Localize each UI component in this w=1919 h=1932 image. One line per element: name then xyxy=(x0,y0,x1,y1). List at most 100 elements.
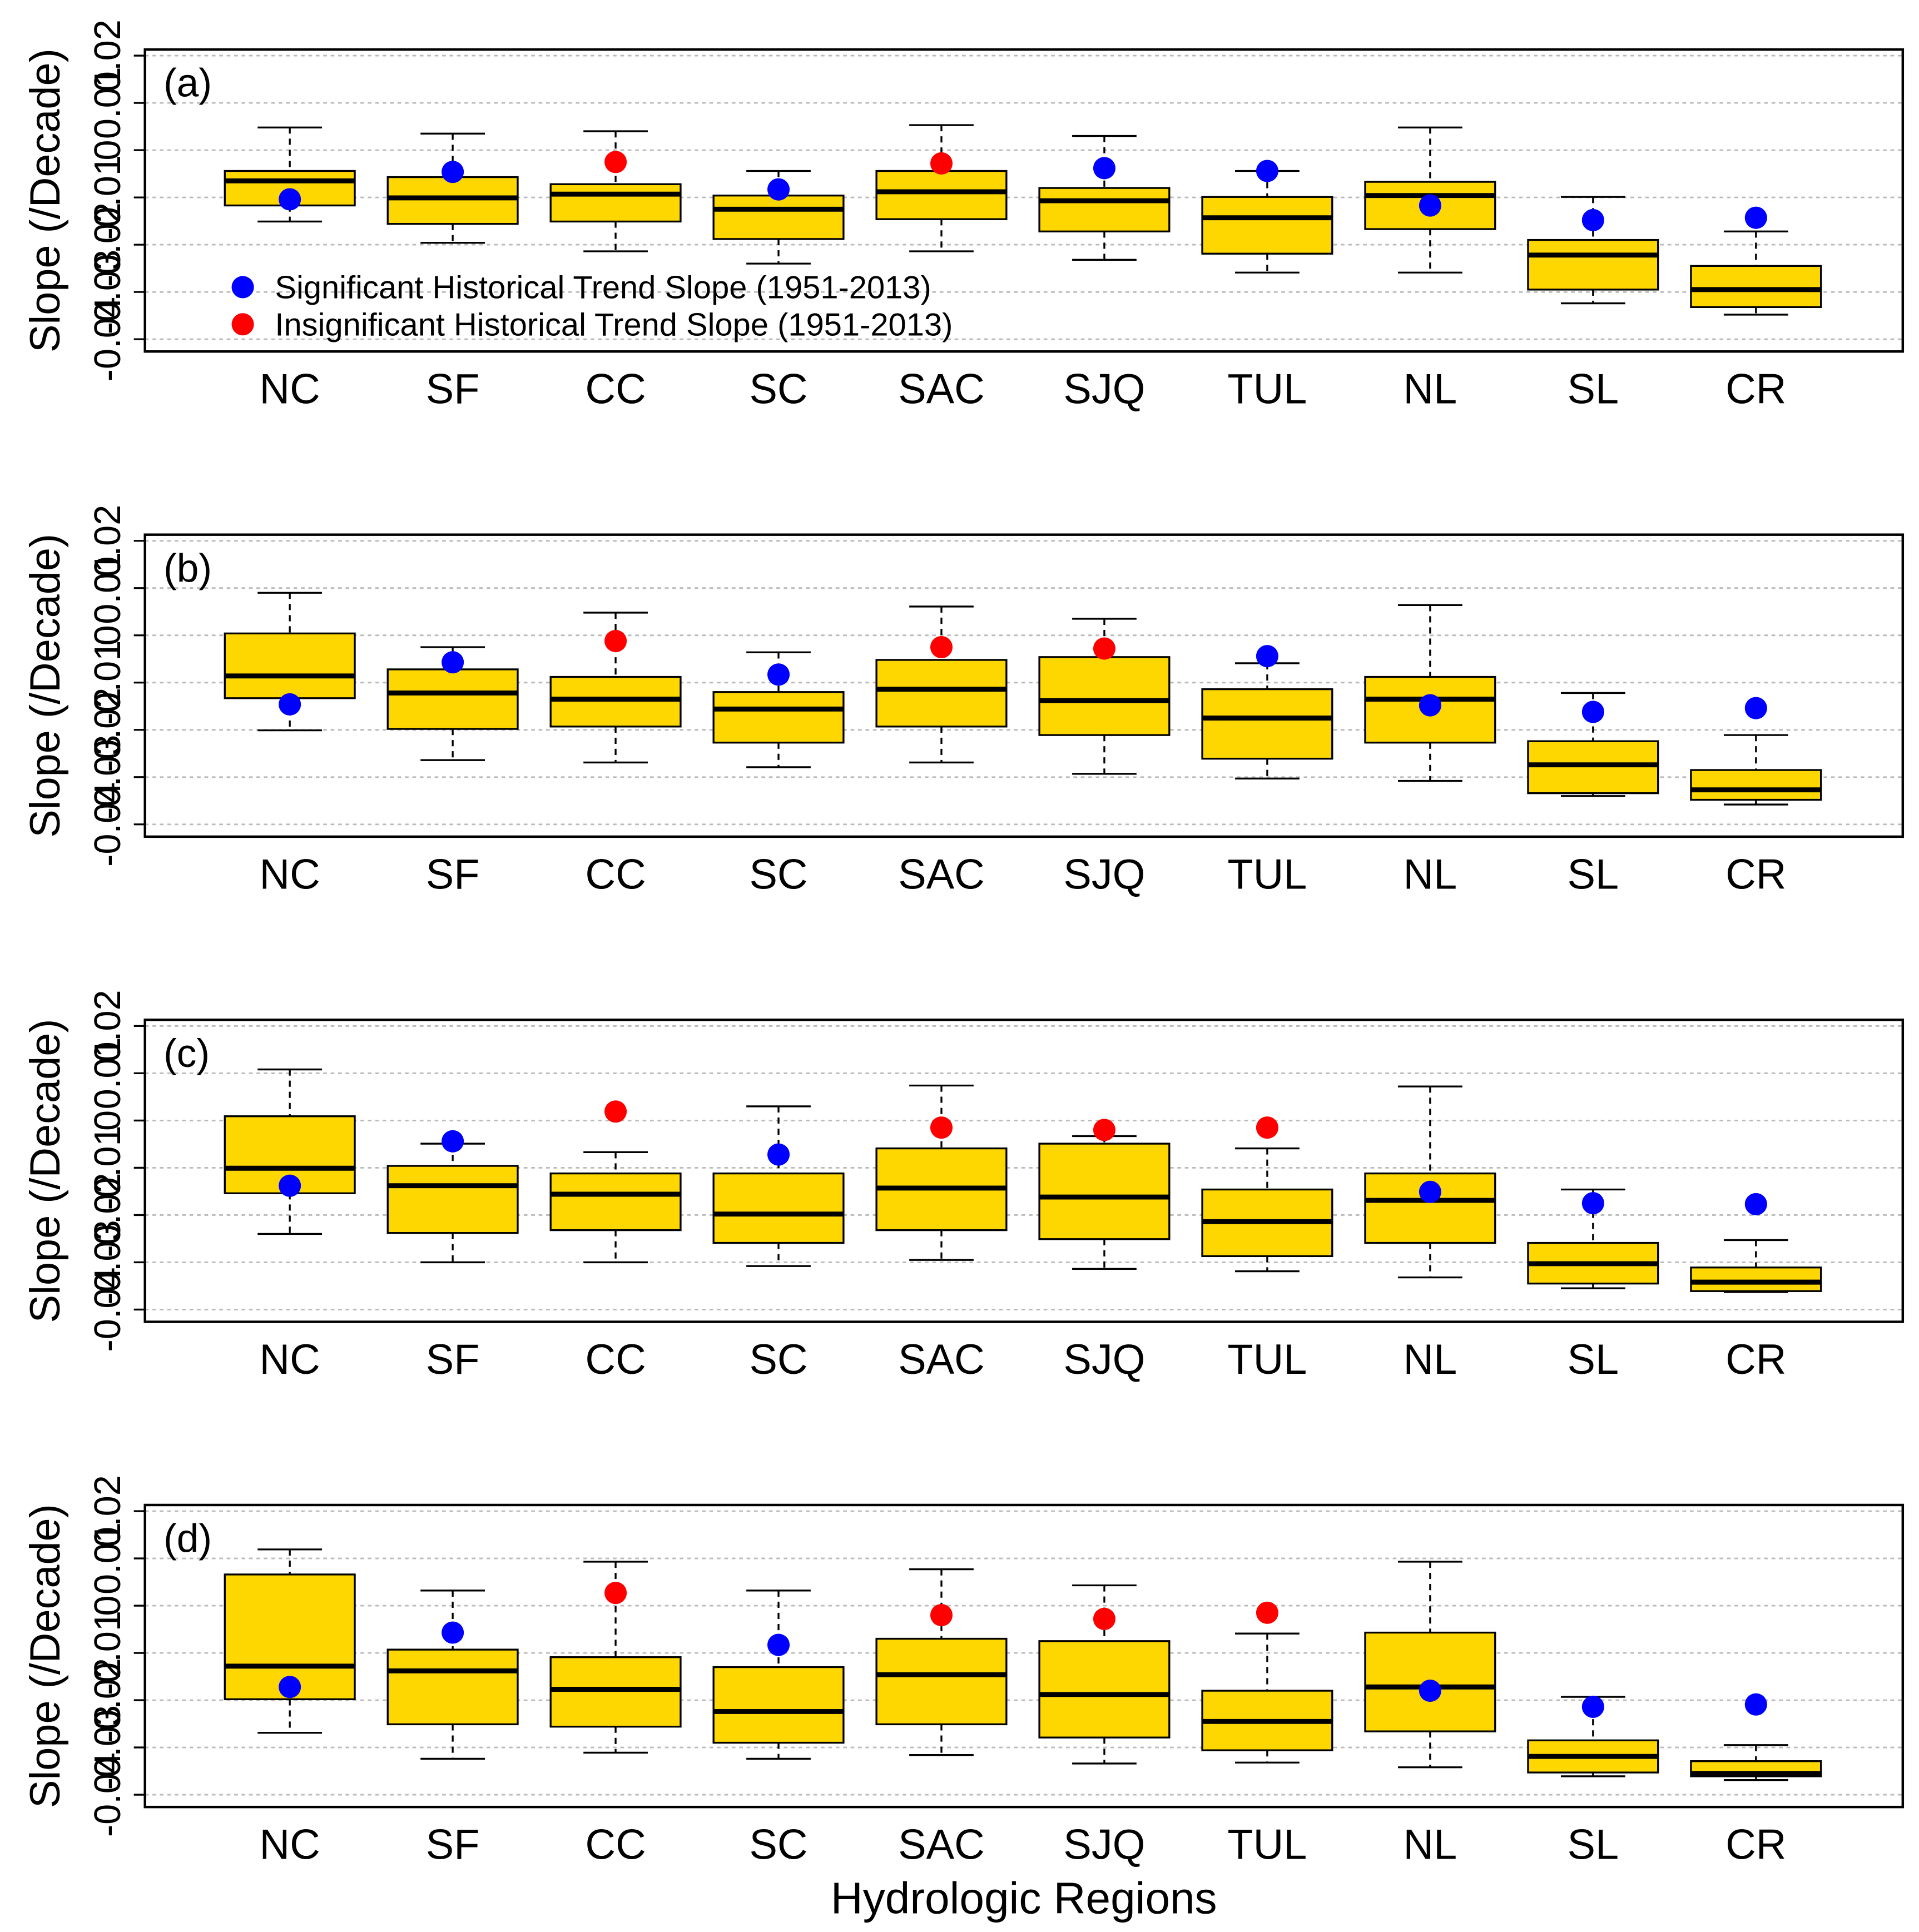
x-tick-label: SC xyxy=(749,1336,807,1383)
x-tick-label: SL xyxy=(1568,366,1619,413)
y-tick-label: -0.04 xyxy=(87,782,128,867)
box xyxy=(549,676,682,728)
x-tick-label: CC xyxy=(585,1821,646,1869)
x-tick-label: SL xyxy=(1568,851,1619,898)
box xyxy=(1038,1640,1171,1739)
x-tick-label: NC xyxy=(260,851,320,898)
y-tick-label: -0.03 xyxy=(87,1705,128,1790)
trend-point xyxy=(1581,208,1604,231)
box xyxy=(1038,187,1171,232)
legend-label: Significant Historical Trend Slope (1951… xyxy=(275,270,931,305)
y-tick-label: -0.03 xyxy=(87,250,128,334)
x-axis-title: Hydrologic Regions xyxy=(831,1873,1217,1923)
x-tick-label: NC xyxy=(260,1336,320,1383)
y-tick-label: -0.04 xyxy=(87,1752,128,1837)
trend-point xyxy=(1744,206,1767,229)
trend-point xyxy=(279,188,301,211)
y-tick-label: 0.01 xyxy=(87,1522,128,1595)
y-tick-label: 0.02 xyxy=(87,19,128,92)
trend-point xyxy=(1581,1695,1604,1718)
x-tick-label: CC xyxy=(585,851,646,898)
x-tick-label: TUL xyxy=(1227,1821,1307,1869)
x-tick-label: NL xyxy=(1404,851,1457,898)
x-tick-label: SAC xyxy=(898,851,985,898)
y-tick-label: -0.01 xyxy=(87,155,128,240)
x-tick-label: CC xyxy=(585,366,646,413)
x-tick-label: SC xyxy=(749,851,807,898)
box xyxy=(386,668,519,730)
y-tick-label: -0.01 xyxy=(87,1125,128,1210)
x-tick-label: SC xyxy=(749,366,807,413)
y-tick-label: 0 xyxy=(87,1110,128,1131)
x-tick-label: SF xyxy=(426,366,480,413)
y-tick-label: -0.02 xyxy=(87,202,128,287)
trend-point xyxy=(1093,637,1115,660)
y-tick-label: 0.02 xyxy=(87,990,128,1062)
x-tick-label: TUL xyxy=(1227,851,1307,898)
y-tick-label: -0.04 xyxy=(87,297,128,381)
box xyxy=(712,691,845,744)
y-tick-label: 0.02 xyxy=(87,505,128,577)
trend-point xyxy=(1093,1607,1115,1630)
x-tick-label: SAC xyxy=(898,366,985,413)
x-tick-label: CR xyxy=(1725,1336,1786,1383)
trend-point xyxy=(930,1116,953,1139)
x-tick-label: NL xyxy=(1404,1821,1457,1869)
x-tick-label: NL xyxy=(1404,1336,1457,1383)
trend-point xyxy=(1419,194,1441,217)
panel-label: (c) xyxy=(163,1032,210,1076)
y-tick-label: -0.01 xyxy=(87,640,128,725)
box xyxy=(1690,1267,1822,1292)
x-tick-label: SJQ xyxy=(1063,1336,1145,1383)
panel-label: (a) xyxy=(163,62,212,106)
x-tick-label: CR xyxy=(1725,851,1786,898)
trend-point xyxy=(1744,697,1767,719)
trend-point xyxy=(442,651,464,674)
trend-point xyxy=(767,1143,790,1166)
x-tick-label: SJQ xyxy=(1063,851,1145,898)
plot-frame xyxy=(143,1503,1905,1809)
y-tick-label: 0 xyxy=(87,1595,128,1616)
x-tick-label: TUL xyxy=(1227,1336,1307,1383)
legend-marker xyxy=(231,276,254,299)
trend-point xyxy=(1744,1693,1767,1716)
trend-point xyxy=(442,1130,464,1153)
box xyxy=(549,1172,682,1231)
x-tick-label: SJQ xyxy=(1063,366,1145,413)
y-tick-label: 0 xyxy=(87,625,128,645)
box xyxy=(712,195,845,240)
y-tick-label: 0.01 xyxy=(87,552,128,624)
trend-point xyxy=(1256,645,1278,668)
trend-point xyxy=(1581,701,1604,723)
trend-point xyxy=(767,1633,790,1656)
trend-point xyxy=(279,1174,301,1197)
box xyxy=(1690,769,1822,801)
box xyxy=(875,1637,1008,1726)
x-tick-label: SL xyxy=(1568,1821,1619,1869)
trend-point xyxy=(604,151,627,173)
box xyxy=(386,176,519,225)
plot-frame xyxy=(143,1019,1905,1323)
panel-label: (b) xyxy=(163,547,212,590)
trend-point xyxy=(279,1676,301,1698)
box xyxy=(386,1165,519,1234)
trend-point xyxy=(1419,1680,1441,1702)
box xyxy=(549,183,682,223)
y-tick-label: -0.03 xyxy=(87,1220,128,1304)
x-tick-label: SJQ xyxy=(1063,1821,1145,1869)
box xyxy=(1690,265,1822,308)
x-tick-label: SAC xyxy=(898,1821,985,1869)
y-axis-title: Slope (/Decade) xyxy=(22,48,69,352)
y-axis-title: Slope (/Decade) xyxy=(22,1504,69,1808)
y-tick-label: -0.04 xyxy=(87,1267,128,1352)
panel-label: (d) xyxy=(163,1517,212,1561)
legend-marker xyxy=(231,313,254,336)
trend-point xyxy=(930,1604,953,1627)
plot-frame xyxy=(143,533,1905,838)
x-tick-label: SF xyxy=(426,851,480,898)
y-axis-title: Slope (/Decade) xyxy=(22,534,69,838)
y-tick-label: 0 xyxy=(87,140,128,161)
